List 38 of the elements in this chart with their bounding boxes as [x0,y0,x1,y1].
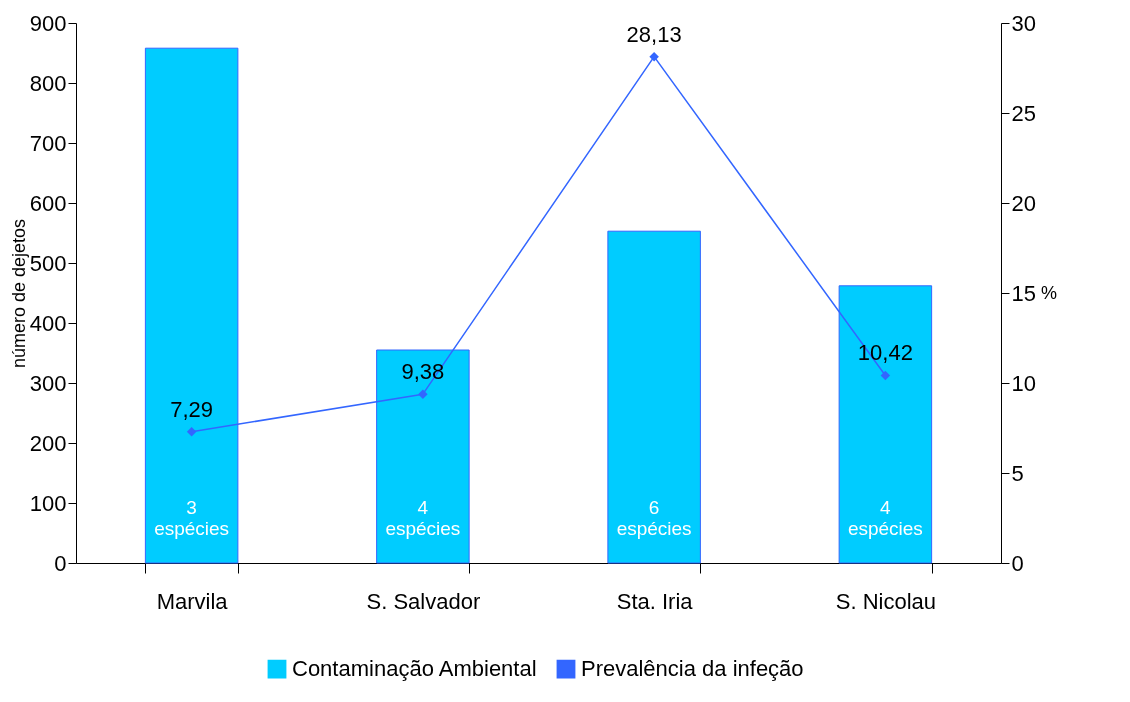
y2-tick-label: 5 [1011,460,1024,486]
data-label: 9,38 [401,359,445,385]
bar [607,230,701,564]
x-tick-label: Sta. Iria [616,588,694,614]
y2-tick-label: 0 [1011,550,1024,576]
y-tick-label: 800 [29,70,67,96]
annotation: 6 espécies [616,497,692,539]
point [649,51,659,62]
y2-tick-label: 25 [1011,100,1036,126]
y2-tick-label: 30 [1011,10,1036,36]
y-tick-label: 100 [29,490,67,516]
point [880,370,891,381]
point [418,389,428,399]
data-label: 28,13 [626,21,682,47]
data-label: 10,42 [857,340,913,366]
annotation: 3 espécies [154,497,230,539]
annotation: 4 espécies [385,497,461,539]
x-tick-label: Marvila [156,588,229,614]
y-tick-label: 600 [29,190,67,216]
legend-label: Prevalência da infeção [581,656,804,682]
y-tick-label: 900 [29,10,67,36]
y-axis-title: número de dejetos [8,218,29,369]
legend-label: Contaminação Ambiental [292,656,537,682]
x-tick-label: S. Salvador [366,588,481,614]
y-tick-label: 300 [29,370,67,396]
y-tick-label: 500 [29,250,67,276]
y-tick-label: 0 [54,550,67,576]
y-tick-label: 700 [29,130,67,156]
x-tick-label: S. Nicolau [835,588,937,614]
y2-tick-label: 10 [1011,370,1036,396]
y2-axis-title: % [1040,282,1057,303]
y-tick-label: 200 [29,430,67,456]
annotation: 4 espécies [847,497,923,539]
y2-tick-label: 15 [1011,280,1036,306]
y2-tick-label: 20 [1011,190,1036,216]
data-label: 7,29 [170,396,214,422]
y-tick-label: 400 [29,310,67,336]
point [186,427,197,437]
